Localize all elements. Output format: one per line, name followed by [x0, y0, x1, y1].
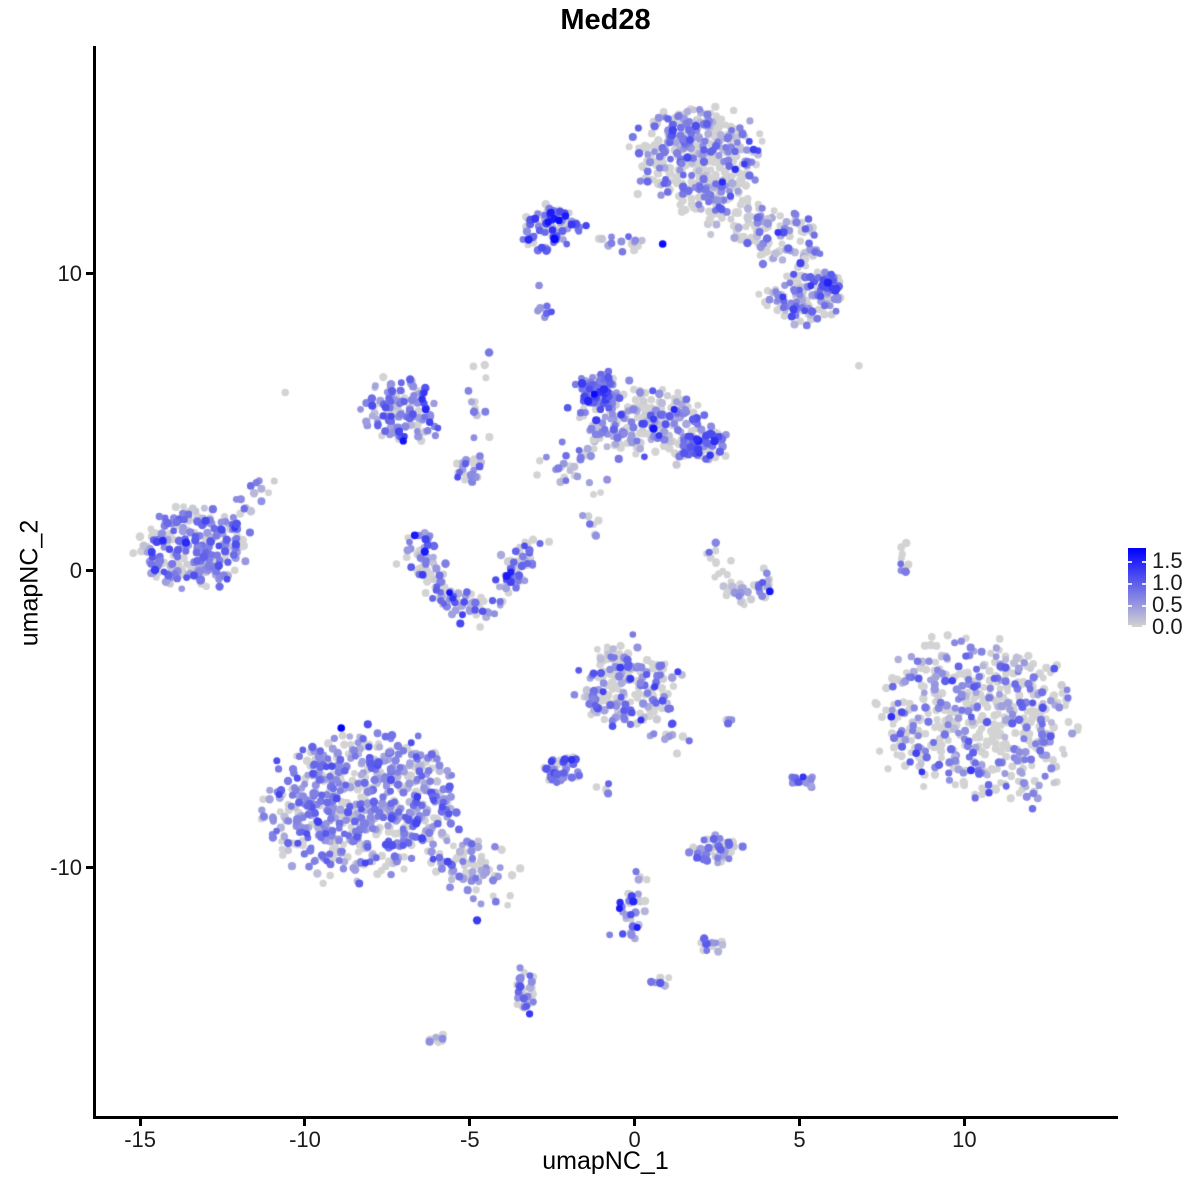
x-tick-mark	[962, 1119, 966, 1126]
x-tick-label: -5	[460, 1127, 480, 1152]
y-tick-mark	[86, 569, 93, 573]
y-tick-label: -10	[50, 854, 82, 880]
y-axis-line	[93, 46, 96, 1119]
y-tick-label: 0	[69, 557, 82, 583]
x-axis-line	[93, 1116, 1118, 1119]
x-tick-mark	[798, 1119, 801, 1126]
x-tick-mark	[303, 1119, 307, 1126]
plot-title: Med28	[560, 4, 651, 36]
x-axis-label: umapNC_1	[542, 1147, 669, 1175]
y-tick-label: 10	[57, 260, 82, 286]
x-tick-mark	[138, 1119, 142, 1126]
x-tick-label: -10	[289, 1127, 321, 1152]
x-tick-label: 0	[628, 1127, 641, 1152]
y-tick-mark	[86, 272, 93, 276]
x-tick-mark	[468, 1119, 472, 1126]
y-tick-mark	[86, 866, 93, 870]
x-tick-mark	[633, 1119, 637, 1126]
x-tick-label: -15	[124, 1127, 157, 1152]
y-axis-label: umapNC_2	[15, 519, 44, 647]
x-tick-label: 10	[952, 1127, 977, 1152]
x-tick-label: 5	[793, 1127, 806, 1152]
